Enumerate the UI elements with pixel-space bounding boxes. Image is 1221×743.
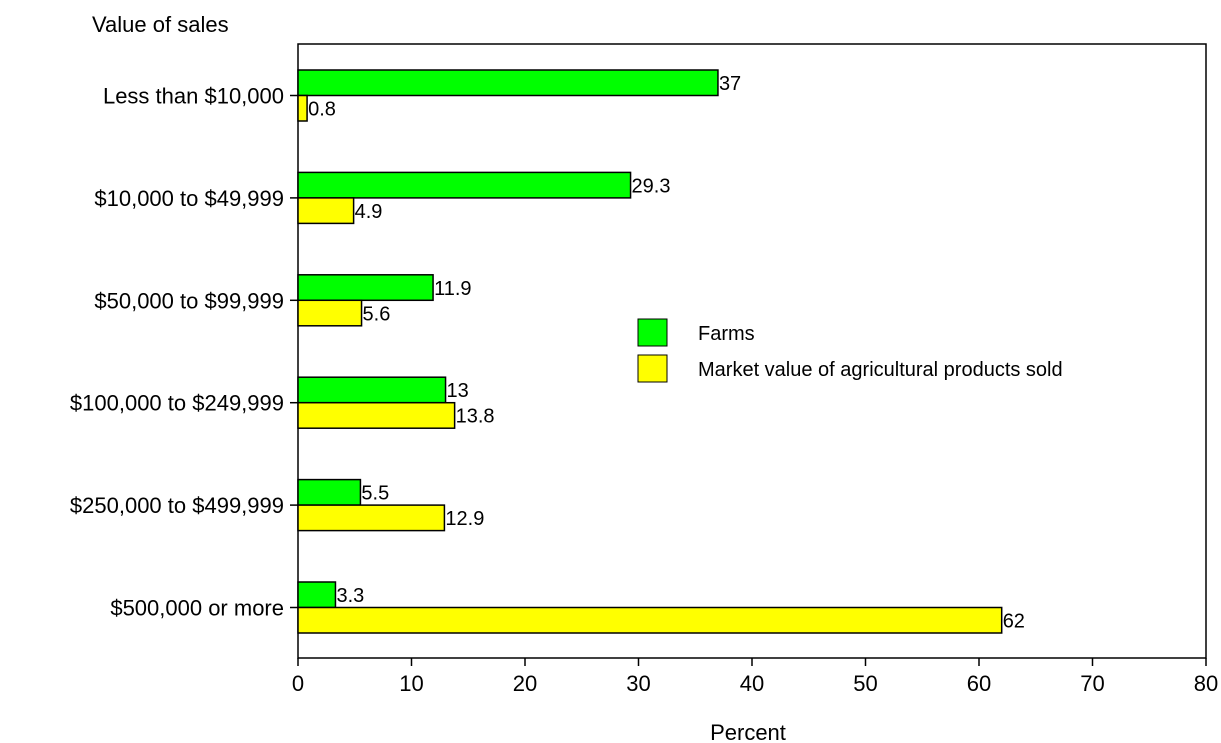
data-label-farms-5: 3.3 <box>336 585 364 607</box>
bar-farms-4 <box>297 478 362 506</box>
x-axis-ticks: 0 10 20 30 40 50 60 70 80 <box>290 94 1218 696</box>
bar-market-value-3 <box>297 401 456 429</box>
category-label-4: $250,000 to $499,999 <box>70 493 284 518</box>
x-tick-label-1: 10 <box>399 671 423 696</box>
x-tick-label-7: 70 <box>1080 671 1104 696</box>
legend-swatch-farms <box>637 318 668 347</box>
bar-farms-3 <box>297 376 447 404</box>
data-label-market-value-4: 12.9 <box>445 508 484 530</box>
data-label-farms-4: 5.5 <box>361 483 389 505</box>
legend-label-market-value: Market value of agricultural products so… <box>698 359 1063 381</box>
data-label-market-value-0: 0.8 <box>308 99 336 121</box>
data-label-farms-1: 29.3 <box>632 175 671 197</box>
bar-market-value-2 <box>297 299 363 327</box>
bar-market-value-0 <box>297 94 308 122</box>
data-label-market-value-1: 4.9 <box>355 201 383 223</box>
bar-farms-1 <box>297 171 632 199</box>
bar-market-value-4 <box>297 504 446 532</box>
data-label-market-value-2: 5.6 <box>363 303 391 325</box>
x-tick-label-6: 60 <box>967 671 991 696</box>
legend-label-farms: Farms <box>698 323 755 345</box>
category-label-1: $10,000 to $49,999 <box>94 186 284 211</box>
category-label-5: $500,000 or more <box>110 596 284 621</box>
data-label-market-value-5: 62 <box>1003 611 1025 633</box>
plot-frame <box>297 43 1207 659</box>
legend: Farms Market value of agricultural produ… <box>637 318 1063 383</box>
data-label-market-value-3: 13.8 <box>456 406 495 428</box>
x-tick-label-5: 50 <box>853 671 877 696</box>
bars: 37 0.8 29.3 4.9 11.9 5.6 13 13.8 5.5 12.9 3.3 62 <box>297 69 1025 634</box>
category-labels: Less than $10,000 $10,000 to $49,999 $50,0… <box>70 84 284 621</box>
x-tick-label-0: 0 <box>292 671 304 696</box>
legend-swatch-market-value <box>637 354 668 383</box>
bar-farms-5 <box>297 581 337 609</box>
bar-market-value-1 <box>297 197 355 225</box>
category-label-3: $100,000 to $249,999 <box>70 391 284 416</box>
category-label-0: Less than $10,000 <box>103 84 284 109</box>
category-label-2: $50,000 to $99,999 <box>94 288 284 313</box>
y-axis-title: Value of sales <box>92 12 229 37</box>
x-tick-label-4: 40 <box>740 671 764 696</box>
data-label-farms-2: 11.9 <box>434 278 471 300</box>
x-axis-title: Percent <box>710 720 786 743</box>
x-tick-label-3: 30 <box>626 671 650 696</box>
data-label-farms-3: 13 <box>447 380 469 402</box>
bar-farms-2 <box>297 274 434 302</box>
bar-market-value-5 <box>297 606 1003 634</box>
bar-farms-0 <box>297 69 719 97</box>
x-tick-label-8: 80 <box>1194 671 1218 696</box>
x-tick-label-2: 20 <box>513 671 537 696</box>
data-label-farms-0: 37 <box>719 73 741 95</box>
